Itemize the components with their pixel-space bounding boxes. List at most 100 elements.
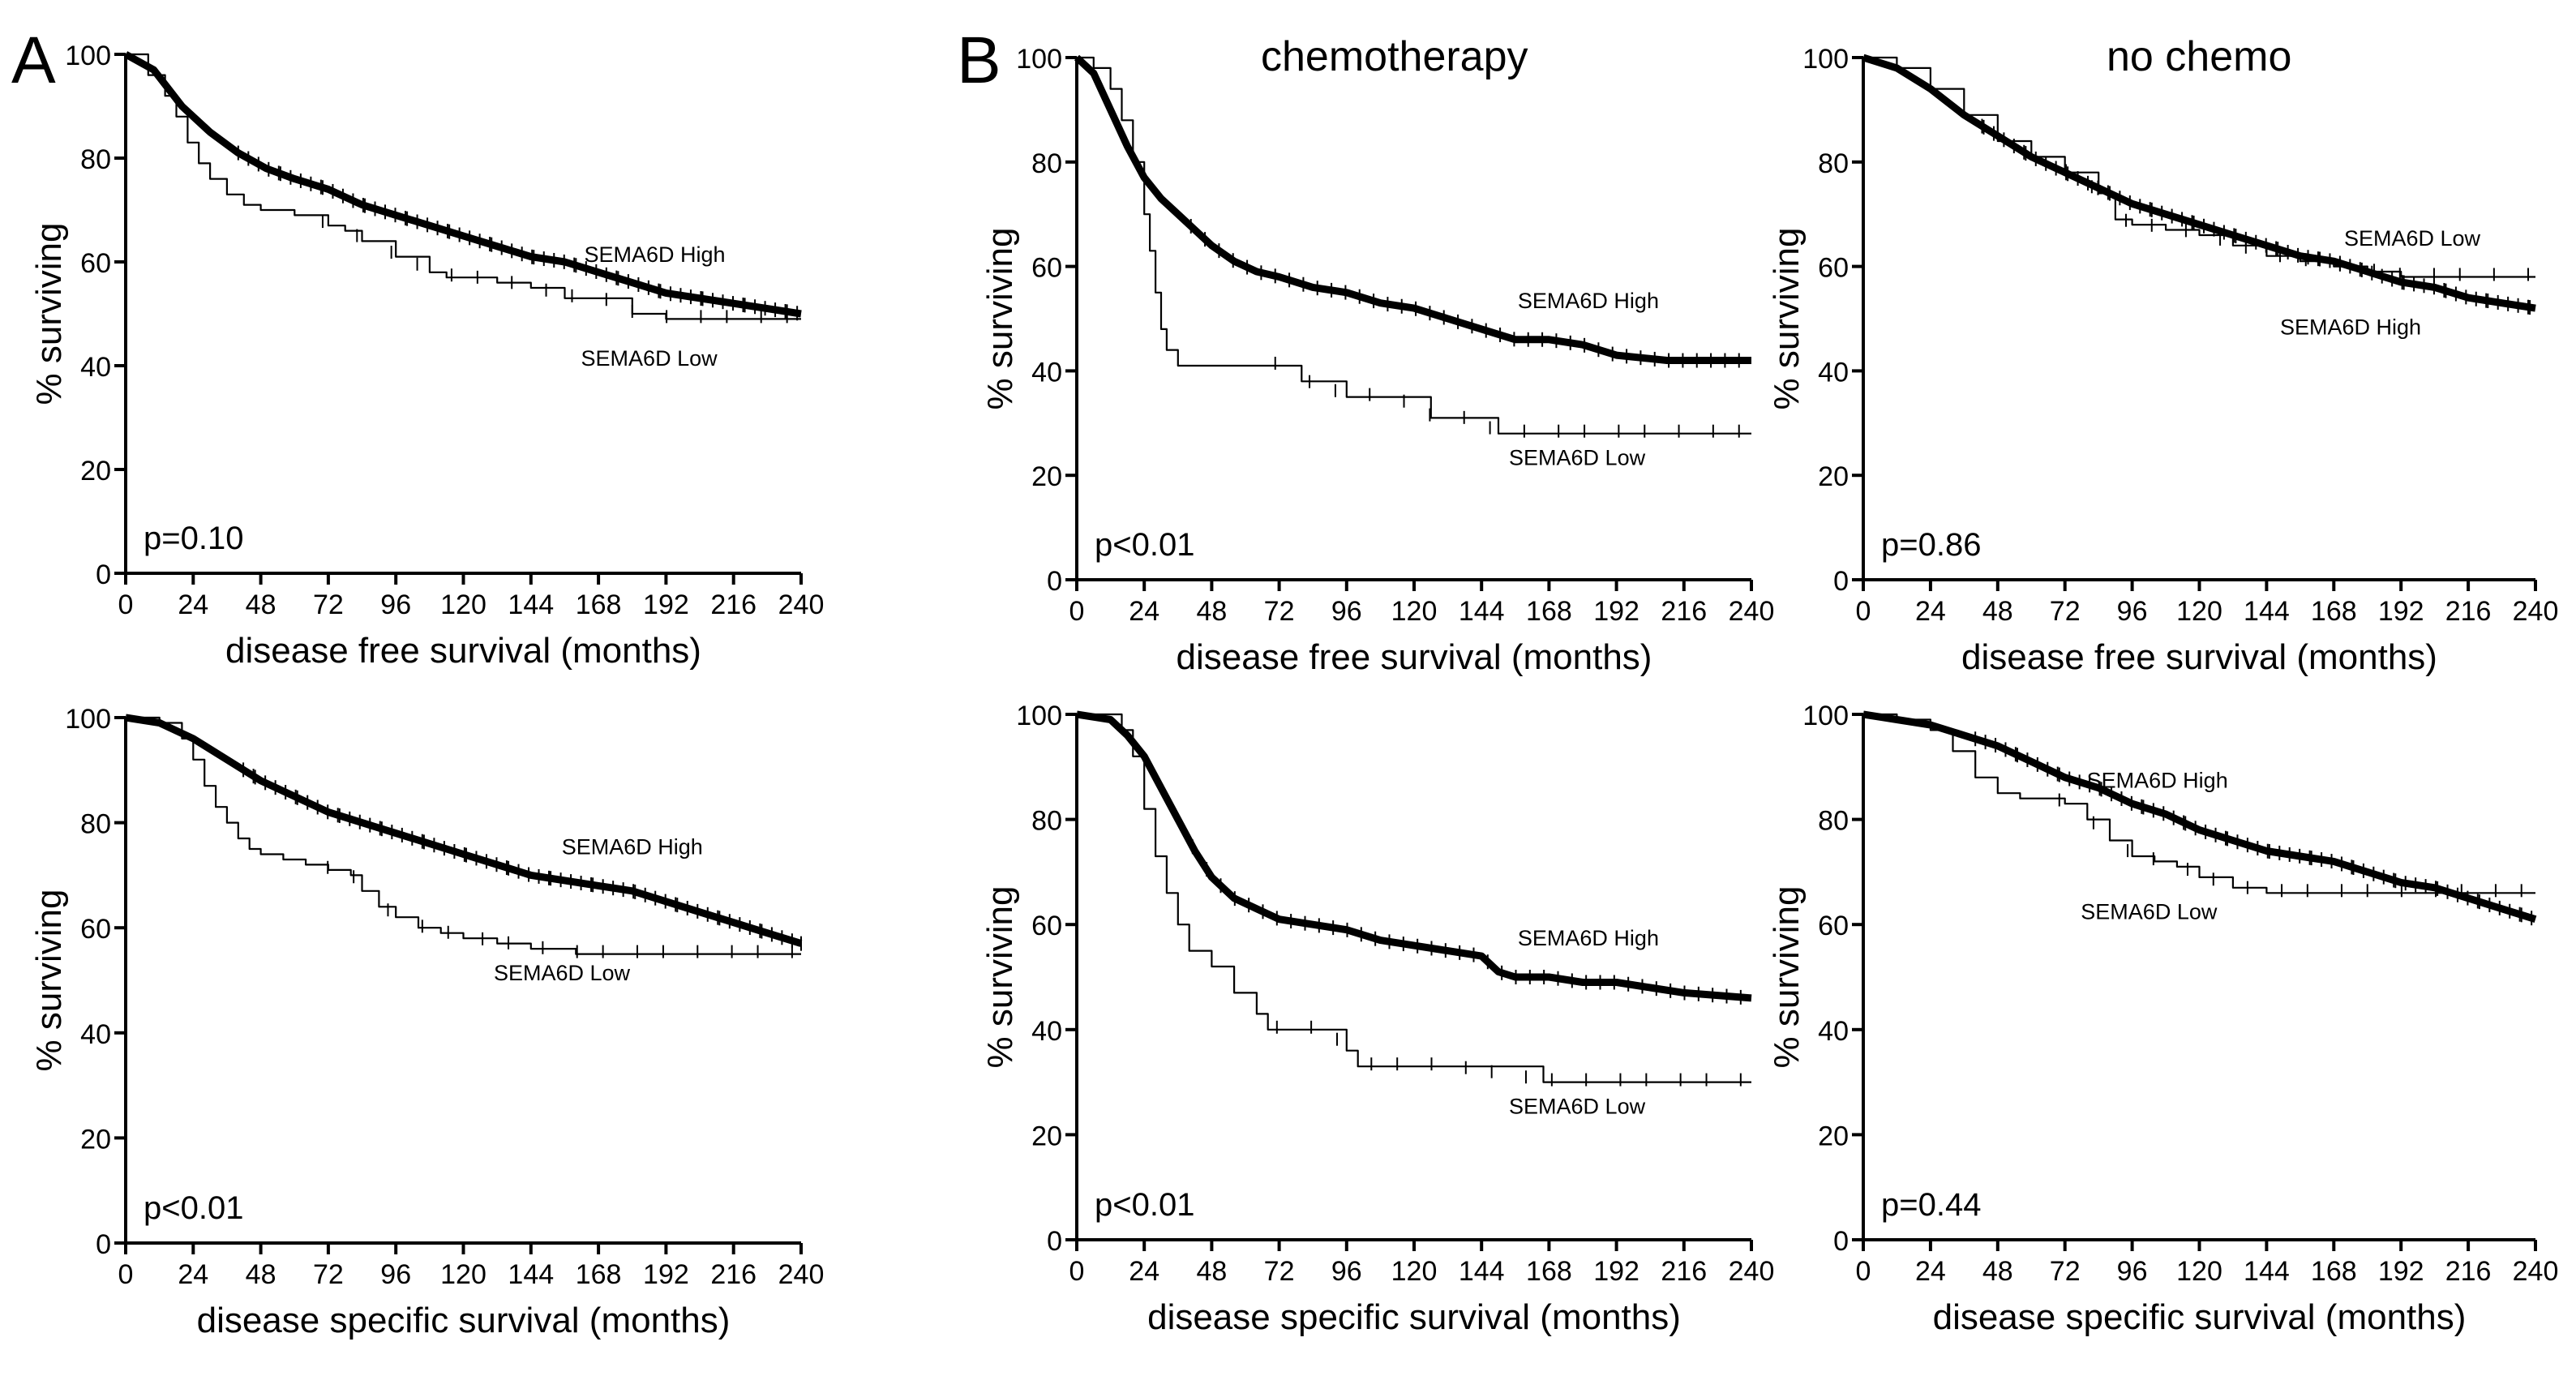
y-axis-label: % surviving (980, 228, 1020, 410)
y-axis-label: % surviving (980, 886, 1020, 1069)
y-tick-label: 60 (1818, 911, 1849, 941)
series-annotation: SEMA6D Low (1509, 445, 1646, 469)
column-title-no-chemo: no chemo (2107, 33, 2292, 80)
x-tick-label: 168 (1526, 596, 1572, 627)
x-axis-label: disease specific survival (months) (1147, 1297, 1681, 1337)
x-tick-label: 0 (1856, 1256, 1871, 1287)
x-tick-label: 216 (710, 589, 757, 620)
y-tick-label: 0 (96, 1229, 111, 1260)
censor-marks-sema6d-high (1981, 118, 2531, 315)
x-tick-label: 120 (2176, 1256, 2222, 1287)
series-annotation: SEMA6D Low (494, 961, 631, 985)
series-annotation: SEMA6D High (584, 242, 725, 267)
x-tick-label: 192 (643, 589, 689, 620)
series-line-sema6d-low (1077, 713, 1751, 1083)
x-tick-label: 144 (1459, 596, 1505, 627)
chart-a_dss: 0 20 40 60 80 100 0 24 48 72 96 120 144 168 192 216 240 d… (29, 704, 824, 1340)
x-axis-label: disease specific survival (months) (197, 1301, 731, 1340)
panel-label-b: B (957, 24, 1001, 97)
series-annotation: SEMA6D High (2087, 769, 2228, 793)
x-tick-label: 24 (178, 589, 208, 620)
y-axis-label: % surviving (1767, 886, 1807, 1069)
censor-marks-sema6d-high (242, 762, 802, 951)
y-tick-label: 100 (1802, 44, 1849, 75)
x-tick-label: 192 (1593, 596, 1639, 627)
x-tick-label: 168 (576, 1259, 622, 1290)
x-tick-label: 240 (778, 1259, 825, 1290)
series-line-sema6d-low (1077, 56, 1751, 435)
x-tick-label: 0 (1069, 596, 1085, 627)
x-tick-label: 168 (1526, 1256, 1572, 1287)
y-axis-label: % surviving (29, 223, 69, 405)
x-tick-label: 240 (2513, 1256, 2559, 1287)
x-tick-label: 144 (2244, 596, 2290, 627)
censor-marks-sema6d-low (1275, 1020, 1742, 1087)
x-tick-label: 216 (710, 1259, 757, 1290)
y-axis-label: % surviving (1767, 228, 1807, 410)
y-tick-label: 80 (80, 809, 111, 840)
x-tick-label: 240 (778, 589, 825, 620)
x-axis-label: disease free survival (months) (225, 631, 701, 671)
censor-marks-sema6d-high (1191, 839, 1742, 1005)
y-tick-label: 20 (1818, 1121, 1849, 1151)
x-tick-label: 48 (246, 589, 276, 620)
y-tick-label: 80 (1031, 148, 1062, 179)
x-tick-label: 0 (118, 1259, 134, 1290)
chart-b_nochemo_dfs: 0 20 40 60 80 100 0 24 48 72 96 120 144 168 192 216 240 d… (1767, 44, 2558, 677)
x-tick-label: 144 (1459, 1256, 1505, 1287)
series-line-sema6d-low (1863, 56, 2535, 278)
x-tick-label: 24 (1915, 596, 1946, 627)
y-tick-label: 80 (1818, 806, 1849, 837)
y-tick-label: 0 (1833, 1226, 1849, 1257)
y-tick-label: 80 (80, 144, 111, 175)
x-tick-label: 48 (1982, 596, 2013, 627)
x-tick-label: 120 (440, 1259, 486, 1290)
censor-marks-sema6d-low (327, 860, 793, 958)
y-tick-label: 100 (65, 704, 111, 735)
p-value-label: p<0.01 (144, 1190, 243, 1226)
p-value-label: p=0.44 (1881, 1187, 1981, 1223)
censor-marks-sema6d-low (2058, 793, 2522, 898)
x-tick-label: 0 (118, 589, 134, 620)
x-tick-label: 24 (1129, 1256, 1159, 1287)
x-tick-label: 192 (1593, 1256, 1639, 1287)
x-tick-label: 144 (508, 589, 554, 620)
y-tick-label: 60 (80, 914, 111, 945)
column-title-chemotherapy: chemotherapy (1261, 33, 1528, 80)
x-axis-label: disease free survival (months) (1961, 637, 2437, 677)
chart-b_chemo_dss: 0 20 40 60 80 100 0 24 48 72 96 120 144 168 192 216 240 d… (980, 701, 1774, 1337)
x-tick-label: 192 (2378, 596, 2424, 627)
x-tick-label: 168 (576, 589, 622, 620)
p-value-label: p=0.86 (1881, 527, 1981, 563)
x-tick-label: 216 (1661, 1256, 1707, 1287)
x-tick-label: 48 (1982, 1256, 2013, 1287)
x-tick-label: 0 (1856, 596, 1871, 627)
x-tick-label: 168 (2311, 1256, 2357, 1287)
chart-b_chemo_dfs: 0 20 40 60 80 100 0 24 48 72 96 120 144 168 192 216 240 d… (980, 44, 1774, 677)
x-tick-label: 240 (1729, 1256, 1775, 1287)
x-tick-label: 72 (1264, 1256, 1295, 1287)
x-tick-label: 96 (1331, 596, 1362, 627)
series-annotation: SEMA6D Low (2081, 900, 2218, 924)
x-tick-label: 96 (380, 589, 411, 620)
y-tick-label: 40 (80, 1019, 111, 1050)
y-tick-label: 60 (80, 248, 111, 279)
series-annotation: SEMA6D High (1518, 289, 1659, 313)
y-tick-label: 40 (1031, 357, 1062, 388)
x-tick-label: 120 (1391, 1256, 1438, 1287)
y-tick-label: 60 (1818, 253, 1849, 284)
censor-marks-sema6d-low (321, 215, 788, 324)
y-tick-label: 40 (1818, 357, 1849, 388)
series-line-sema6d-low (1863, 713, 2535, 894)
y-tick-label: 20 (1031, 461, 1062, 492)
y-axis-label: % surviving (29, 889, 69, 1072)
chart-a_dfs: 0 20 40 60 80 100 0 24 48 72 96 120 144 168 192 216 240 d… (29, 41, 824, 671)
y-tick-label: 80 (1031, 806, 1062, 837)
series-annotation: SEMA6D High (2280, 315, 2421, 339)
x-tick-label: 216 (2445, 1256, 2492, 1287)
y-tick-label: 40 (1031, 1016, 1062, 1047)
series-annotation: SEMA6D Low (581, 346, 718, 371)
x-tick-label: 96 (380, 1259, 411, 1290)
